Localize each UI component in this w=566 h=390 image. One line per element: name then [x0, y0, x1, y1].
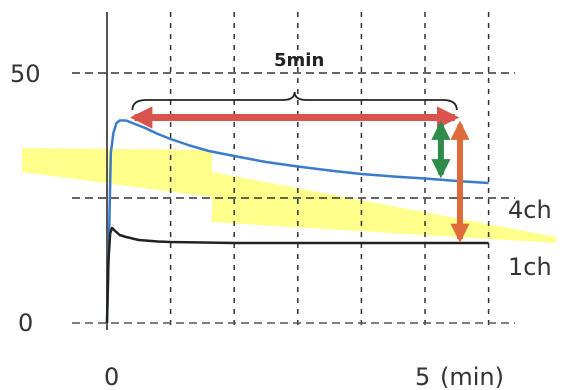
brace-label: 5min [274, 50, 324, 71]
annotations-group [129, 91, 470, 243]
series-label-1ch: 1ch [508, 253, 552, 281]
highlight-wedge [22, 148, 556, 243]
y-tick-label-50: 50 [10, 60, 41, 88]
series-group [105, 119, 489, 324]
y-tick-label-0: 0 [18, 309, 33, 337]
gridlines [72, 12, 515, 330]
x-tick-label-0: 0 [104, 363, 119, 390]
brace-5min [131, 91, 458, 111]
series-line-1ch [105, 226, 489, 324]
series-line-4ch [105, 119, 489, 324]
x-tick-label-5: 5 [415, 363, 430, 390]
x-unit-label: (min) [440, 363, 504, 390]
series-label-4ch: 4ch [508, 196, 552, 224]
